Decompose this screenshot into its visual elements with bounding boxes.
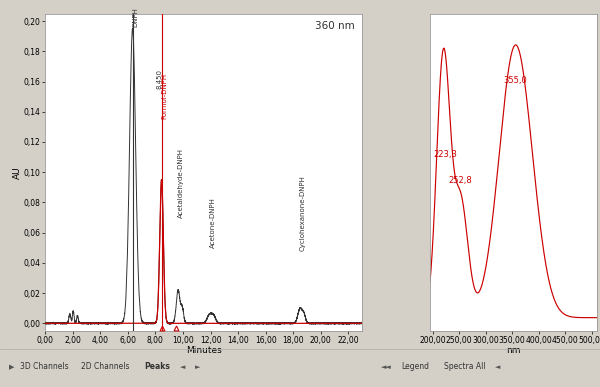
Text: 360 nm: 360 nm (314, 21, 355, 31)
Text: 355,0: 355,0 (503, 76, 527, 85)
Text: ◄: ◄ (180, 364, 185, 370)
Text: ▶: ▶ (9, 364, 14, 370)
Text: Acetone-DNPH: Acetone-DNPH (210, 197, 216, 248)
Text: ◄◄: ◄◄ (381, 364, 392, 370)
X-axis label: Minutes: Minutes (186, 346, 221, 355)
Text: 8,450: 8,450 (156, 69, 162, 89)
Text: Spectra All: Spectra All (444, 362, 485, 372)
Text: Peaks: Peaks (144, 362, 170, 372)
X-axis label: nm: nm (506, 346, 521, 355)
Text: 2D Channels: 2D Channels (81, 362, 130, 372)
Text: Legend: Legend (401, 362, 429, 372)
Text: ►: ► (195, 364, 200, 370)
Text: 252,8: 252,8 (449, 176, 473, 185)
Y-axis label: AU: AU (13, 166, 22, 178)
Text: DNPH: DNPH (133, 7, 139, 27)
Text: 223,3: 223,3 (433, 150, 457, 159)
Text: 3D Channels: 3D Channels (20, 362, 68, 372)
Text: ◄: ◄ (495, 364, 500, 370)
Text: Formol-DNPH: Formol-DNPH (161, 73, 167, 119)
Text: Cyclohexanone-DNPH: Cyclohexanone-DNPH (300, 175, 306, 251)
Text: Acetaldehyde-DNPH: Acetaldehyde-DNPH (178, 147, 184, 217)
